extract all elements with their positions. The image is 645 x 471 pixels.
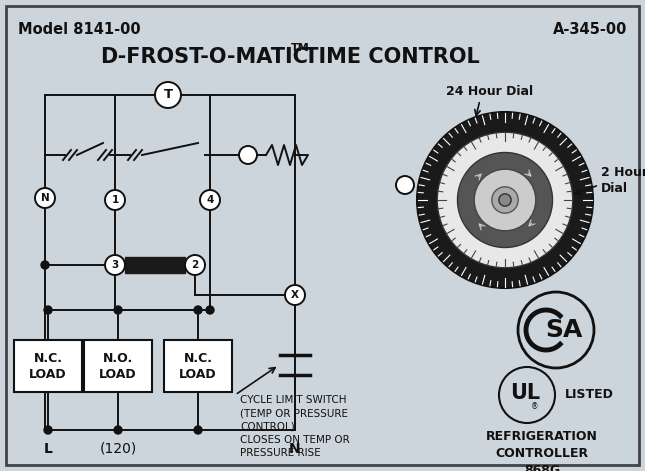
- Circle shape: [105, 255, 125, 275]
- Text: 2: 2: [192, 260, 199, 270]
- Text: TIME CONTROL: TIME CONTROL: [297, 47, 480, 67]
- Text: 3: 3: [112, 260, 119, 270]
- Circle shape: [499, 194, 511, 206]
- Text: ®: ®: [531, 403, 539, 412]
- Text: SA: SA: [545, 318, 582, 342]
- Circle shape: [194, 306, 202, 314]
- Bar: [125, 257, 185, 273]
- Text: T: T: [163, 89, 173, 101]
- Text: N.C.
LOAD: N.C. LOAD: [29, 351, 67, 381]
- Bar: [84, 340, 152, 392]
- Text: N: N: [289, 442, 301, 456]
- Circle shape: [396, 176, 414, 194]
- Circle shape: [206, 306, 214, 314]
- Text: N: N: [41, 193, 50, 203]
- Circle shape: [285, 285, 305, 305]
- Text: N.C.
LOAD: N.C. LOAD: [179, 351, 217, 381]
- Circle shape: [457, 153, 553, 248]
- Text: CYCLE LIMIT SWITCH
(TEMP OR PRESSURE
CONTROL)
CLOSES ON TEMP OR
PRESSURE RISE: CYCLE LIMIT SWITCH (TEMP OR PRESSURE CON…: [240, 395, 350, 458]
- Text: D-FROST-O-MATIC: D-FROST-O-MATIC: [100, 47, 308, 67]
- Text: 2 Hour
Dial: 2 Hour Dial: [601, 165, 645, 195]
- Text: L: L: [44, 442, 52, 456]
- Circle shape: [437, 132, 573, 268]
- Circle shape: [200, 190, 220, 210]
- Text: 1: 1: [112, 195, 119, 205]
- Text: A-345-00: A-345-00: [553, 22, 627, 37]
- Bar: [14, 340, 82, 392]
- Text: (120): (120): [99, 442, 137, 456]
- Text: N.O.
LOAD: N.O. LOAD: [99, 351, 137, 381]
- Circle shape: [194, 426, 202, 434]
- Circle shape: [185, 255, 205, 275]
- Text: X: X: [291, 290, 299, 300]
- Circle shape: [41, 261, 49, 269]
- Text: 24 Hour Dial: 24 Hour Dial: [446, 85, 533, 98]
- Circle shape: [114, 306, 122, 314]
- Circle shape: [44, 306, 52, 314]
- Text: 4: 4: [206, 195, 213, 205]
- Circle shape: [114, 426, 122, 434]
- Circle shape: [474, 169, 536, 231]
- Circle shape: [417, 112, 593, 288]
- Text: TM: TM: [291, 43, 310, 53]
- Circle shape: [35, 188, 55, 208]
- Text: Model 8141-00: Model 8141-00: [18, 22, 141, 37]
- Circle shape: [155, 82, 181, 108]
- Bar: [164, 340, 232, 392]
- Circle shape: [44, 426, 52, 434]
- Circle shape: [105, 190, 125, 210]
- Text: UL: UL: [510, 383, 540, 403]
- Circle shape: [239, 146, 257, 164]
- Text: REFRIGERATION
CONTROLLER
868G: REFRIGERATION CONTROLLER 868G: [486, 430, 598, 471]
- Text: LISTED: LISTED: [565, 389, 614, 401]
- Circle shape: [491, 187, 518, 213]
